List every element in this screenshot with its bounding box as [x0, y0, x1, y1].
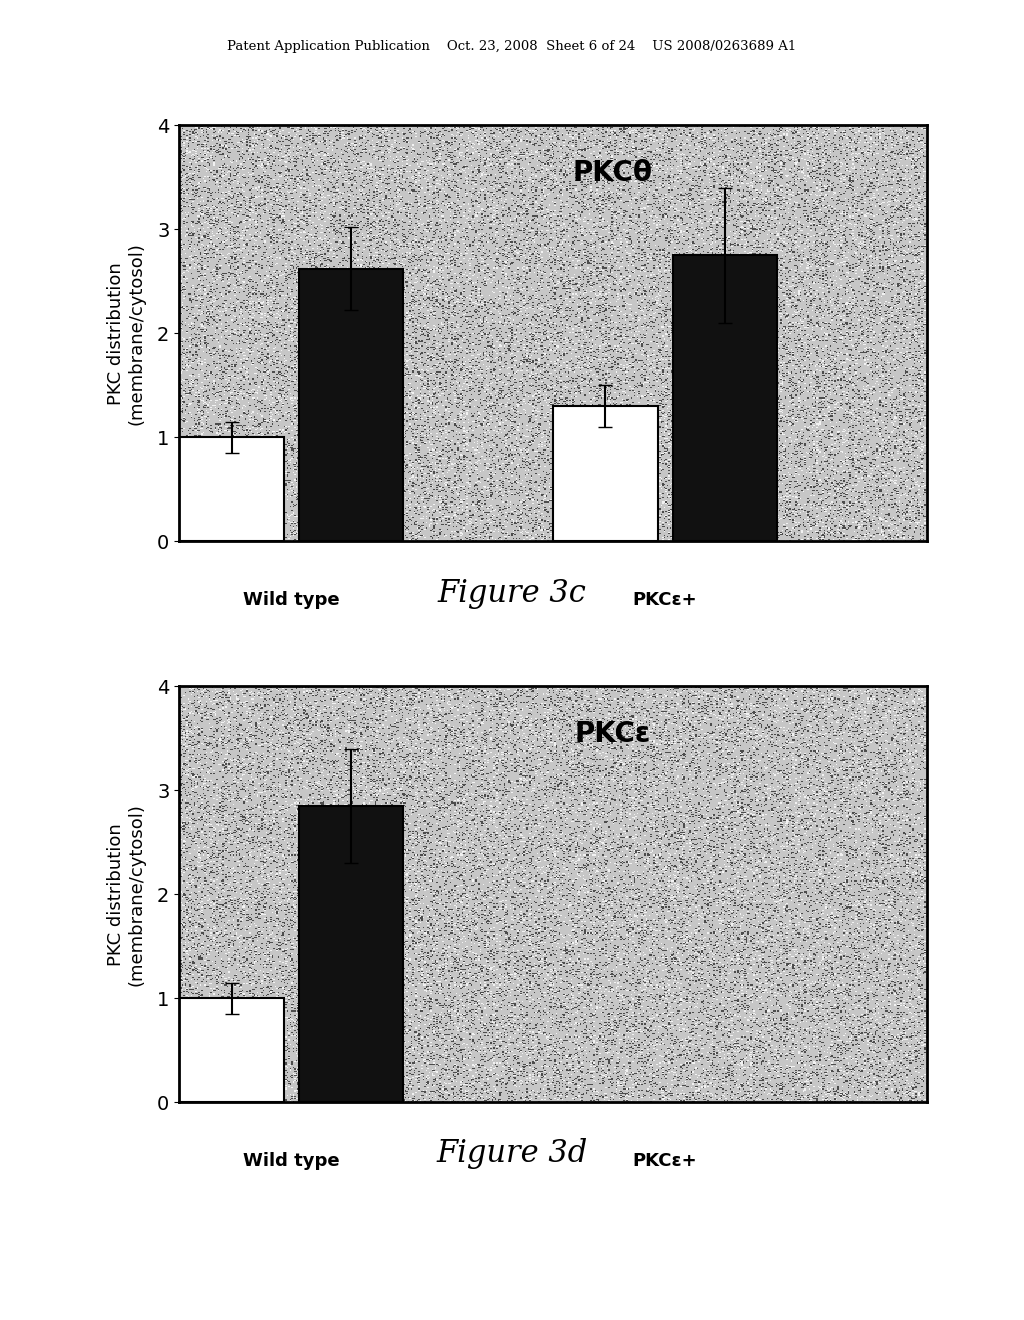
Bar [179, 437, 284, 541]
Text: Wild type: Wild type [243, 1152, 340, 1170]
Bar [179, 998, 284, 1102]
Text: Figure 3c: Figure 3c [437, 578, 587, 609]
Text: PKCε+: PKCε+ [633, 1152, 697, 1170]
Y-axis label: PKC distribution
(membrane/cytosol): PKC distribution (membrane/cytosol) [108, 242, 146, 425]
Bar [299, 269, 403, 541]
Text: Figure 3d: Figure 3d [436, 1138, 588, 1168]
Text: Patent Application Publication    Oct. 23, 2008  Sheet 6 of 24    US 2008/026368: Patent Application Publication Oct. 23, … [227, 40, 797, 53]
Bar [553, 407, 657, 541]
Bar [673, 255, 777, 541]
Text: PKCθ: PKCθ [572, 158, 652, 186]
Text: PKCε+: PKCε+ [633, 591, 697, 609]
Y-axis label: PKC distribution
(membrane/cytosol): PKC distribution (membrane/cytosol) [108, 803, 146, 986]
Text: PKCε: PKCε [574, 719, 651, 747]
Text: Wild type: Wild type [243, 591, 340, 609]
Bar [299, 807, 403, 1102]
